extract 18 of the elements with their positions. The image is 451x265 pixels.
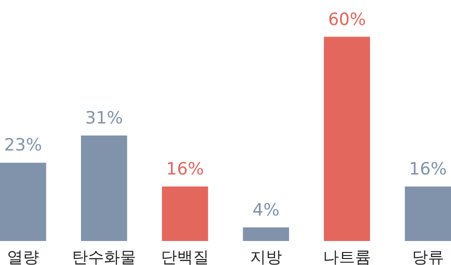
x-tick-label: 당류	[412, 248, 444, 265]
bar	[324, 36, 370, 241]
x-tick-label: 탄수화물	[72, 248, 136, 265]
data-label: 4%	[252, 200, 280, 220]
x-tick-label: 단백질	[161, 248, 210, 265]
data-label: 60%	[328, 10, 366, 30]
data-label: 16%	[166, 160, 204, 180]
data-label: 23%	[4, 136, 42, 156]
x-tick-label: 열량	[7, 248, 40, 265]
bar	[80, 135, 128, 241]
bar	[0, 162, 46, 241]
data-label: 16%	[409, 160, 447, 180]
x-tick-label: 지방	[250, 248, 282, 265]
bar	[404, 186, 451, 241]
x-tick-label: 나트륨	[322, 248, 371, 265]
bar	[242, 227, 290, 241]
data-label: 31%	[85, 108, 123, 128]
bar	[162, 186, 208, 241]
